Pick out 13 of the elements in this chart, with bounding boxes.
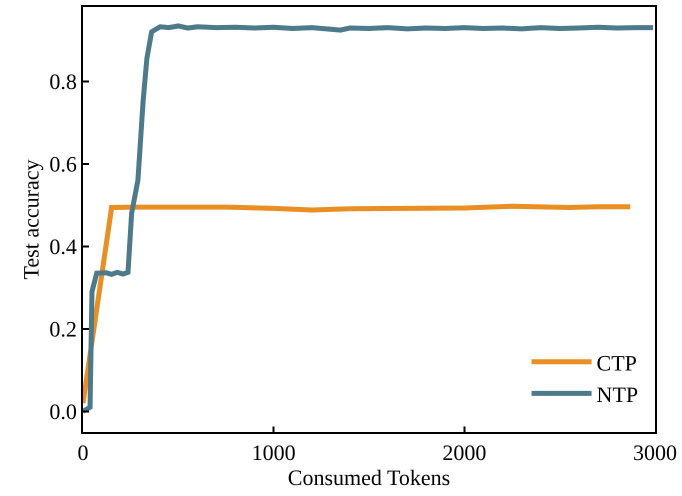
y-tick-label: 0.4 xyxy=(49,234,77,260)
x-tick-label: 3000 xyxy=(633,440,677,466)
y-tick-label: 0.0 xyxy=(49,399,77,424)
legend-label: CTP xyxy=(596,350,637,376)
y-tick-label: 0.8 xyxy=(49,68,77,94)
x-tick-label: 1000 xyxy=(252,440,296,466)
y-tick-label: 0.6 xyxy=(49,152,77,176)
y-tick-label: 0.2 xyxy=(49,316,77,342)
legend-label: NTP xyxy=(596,382,638,407)
x-tick-label: 0 xyxy=(78,440,88,466)
x-tick-label: 2000 xyxy=(442,440,486,466)
x-axis-title: Consumed Tokens xyxy=(288,465,450,490)
y-axis-title: Test accuracy xyxy=(18,160,44,280)
